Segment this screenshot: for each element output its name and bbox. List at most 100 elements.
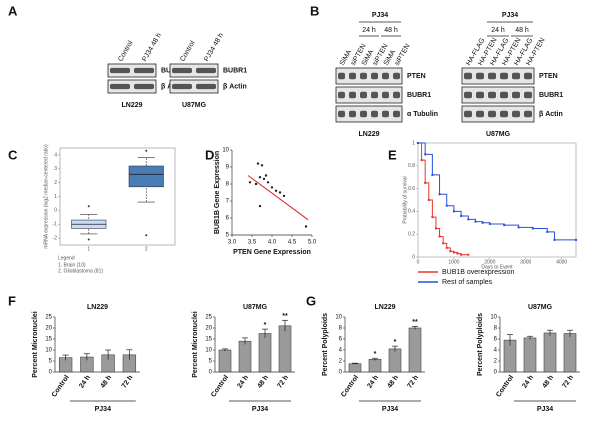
censor-mark <box>445 204 448 207</box>
y-tick-label: 10 <box>222 148 229 154</box>
y-axis-label: BUB1B Gene Expression <box>214 151 221 234</box>
band <box>488 72 496 80</box>
band <box>360 72 367 80</box>
band <box>338 72 345 80</box>
y-tick-label: 0 <box>54 208 57 214</box>
band <box>371 110 378 118</box>
censor-mark <box>438 193 441 196</box>
x-tick-label: 72 h <box>276 374 290 389</box>
x-tick-label: 24 h <box>78 374 92 389</box>
y-tick-label: 20 <box>205 326 212 332</box>
x-tick-label: 5.0 <box>308 240 317 246</box>
y-tick-label: 9 <box>226 165 230 171</box>
y-axis-label: Percent Polyploids <box>477 313 484 376</box>
band <box>500 72 508 80</box>
panel-label: G <box>306 293 316 308</box>
band <box>134 67 154 74</box>
censor-mark <box>431 216 434 219</box>
band <box>110 83 130 90</box>
lane-label: PJ34 48 h <box>203 32 225 63</box>
chart-title: LN229 <box>374 304 395 311</box>
legend-title: Legend <box>58 255 75 261</box>
y-tick-label: 1 <box>54 194 57 200</box>
x-tick-label: 72 h <box>561 374 575 389</box>
censor-mark <box>424 153 427 156</box>
y-tick-label: 6 <box>494 337 498 343</box>
censor-mark <box>442 242 445 245</box>
blot-strip <box>107 63 157 78</box>
significance: ** <box>282 313 288 320</box>
bar <box>278 325 292 373</box>
y-tick-label: 4 <box>339 348 343 354</box>
trend-line <box>247 175 309 221</box>
band <box>393 110 400 118</box>
lane-label: PJ34 48 h <box>141 32 163 63</box>
row-label: PTEN <box>539 73 558 80</box>
point <box>278 191 282 194</box>
point <box>274 189 278 192</box>
outlier <box>145 234 148 237</box>
x-tick-label: 72 h <box>121 374 135 389</box>
timepoint: 48 h <box>515 27 529 34</box>
significance: * <box>394 339 397 346</box>
cell-line: U87MG <box>486 131 511 138</box>
y-tick-label: 25 <box>205 315 212 321</box>
band <box>338 110 345 118</box>
row-label: β Actin <box>539 111 563 118</box>
bar <box>563 333 577 373</box>
band <box>172 67 192 74</box>
band <box>464 91 472 99</box>
censor-mark <box>503 224 506 227</box>
x-tick-label: 72 h <box>406 374 420 389</box>
y-tick-label: 0.8 <box>408 163 415 169</box>
band <box>134 83 154 90</box>
censor-mark <box>467 253 470 256</box>
y-tick-label: 15 <box>205 337 212 343</box>
panel-label: B <box>310 3 319 18</box>
band <box>371 91 378 99</box>
point <box>282 194 286 198</box>
y-tick-label: 5 <box>209 359 213 365</box>
point <box>260 164 264 167</box>
y-tick-label: 0.4 <box>408 209 415 215</box>
censor-mark <box>553 238 556 241</box>
x-axis-label: PTEN Gene Expression <box>233 249 311 256</box>
band <box>349 91 356 99</box>
treatment: PJ34 <box>372 12 388 19</box>
point <box>256 162 260 165</box>
blot-strip <box>169 63 219 78</box>
y-tick-label: 1 <box>412 140 415 146</box>
bar <box>238 340 252 373</box>
blot-strip <box>461 86 535 104</box>
band <box>524 91 532 99</box>
y-tick-label: 8 <box>226 182 230 188</box>
x-tick-label: 1 <box>87 246 90 252</box>
band <box>393 72 400 80</box>
significance: * <box>374 351 377 358</box>
outlier <box>87 205 90 208</box>
bar <box>258 333 272 373</box>
point <box>264 174 268 177</box>
y-tick-label: 7 <box>226 199 230 205</box>
x-tick-label: 0 <box>417 259 420 265</box>
outlier <box>87 238 90 241</box>
censor-mark <box>517 226 520 229</box>
y-tick-label: 20 <box>45 326 52 332</box>
censor-mark <box>460 253 463 256</box>
row-label: α Tubulin <box>407 111 438 118</box>
band <box>512 110 520 118</box>
y-tick-label: 0 <box>209 370 213 376</box>
bar <box>218 349 232 373</box>
y-tick-label: 0 <box>412 254 415 260</box>
x-tick-label: 1000 <box>448 259 459 265</box>
bar <box>388 348 402 373</box>
x-tick-label: 3.5 <box>248 240 257 246</box>
lane-label: Control <box>117 39 135 62</box>
row-label: BUBR1 <box>407 92 431 99</box>
x-tick-label: 24 h <box>366 374 380 389</box>
censor-mark <box>427 199 430 201</box>
blot-strip <box>169 79 219 94</box>
point <box>304 225 308 228</box>
y-tick-label: 6 <box>339 337 343 343</box>
y-tick-label: 0.6 <box>408 186 415 192</box>
